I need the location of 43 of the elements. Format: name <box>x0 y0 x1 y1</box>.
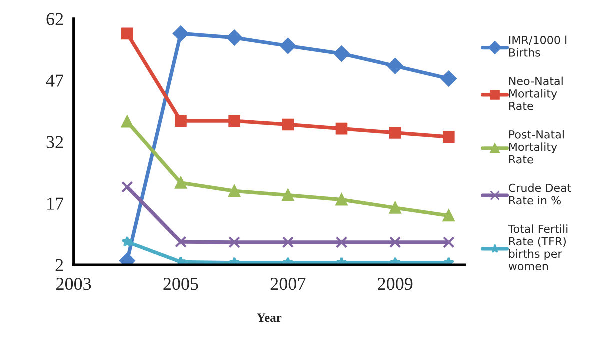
point <box>173 26 189 42</box>
point <box>282 189 294 202</box>
point <box>228 185 240 198</box>
point <box>121 28 134 40</box>
point <box>387 58 404 74</box>
point <box>226 30 242 46</box>
legend-label: Crude Deat Rate in % <box>509 184 572 205</box>
point <box>334 46 350 62</box>
point <box>336 122 348 135</box>
point <box>280 38 296 54</box>
point <box>389 202 402 214</box>
point <box>228 115 240 127</box>
point <box>443 210 455 222</box>
point <box>443 131 455 143</box>
point <box>228 236 240 248</box>
y-tick-label: 47 <box>46 74 64 87</box>
point <box>282 236 294 248</box>
legend-label: Post-Natal Mortality Rate <box>509 130 564 164</box>
x-axis-title: Year <box>257 314 282 322</box>
legend-label: Neo-Natal Mortality Rate <box>509 76 563 110</box>
x-tick-label: 2009 <box>378 278 413 290</box>
point <box>443 236 455 248</box>
point <box>175 177 187 189</box>
point <box>336 194 348 206</box>
point <box>175 115 187 127</box>
point <box>175 236 187 248</box>
legend-label: Total Fertili Rate (TFR) births per women <box>508 224 568 271</box>
y-tick-label: 32 <box>46 136 64 148</box>
y-tick-label: 2 <box>56 259 64 272</box>
point <box>121 181 134 193</box>
point <box>121 116 134 128</box>
point <box>282 118 294 131</box>
x-tick-label: 2003 <box>56 278 92 290</box>
y-tick-label: 62 <box>46 13 64 26</box>
point <box>336 236 348 248</box>
x-tick-label: 2007 <box>270 278 306 290</box>
legend-label: IMR/1000 l Births <box>509 36 567 57</box>
point <box>389 236 402 248</box>
point <box>441 70 457 87</box>
point <box>122 236 134 248</box>
x-tick-label: 2005 <box>164 278 198 290</box>
y-tick-label: 17 <box>48 198 64 210</box>
point <box>389 127 402 139</box>
